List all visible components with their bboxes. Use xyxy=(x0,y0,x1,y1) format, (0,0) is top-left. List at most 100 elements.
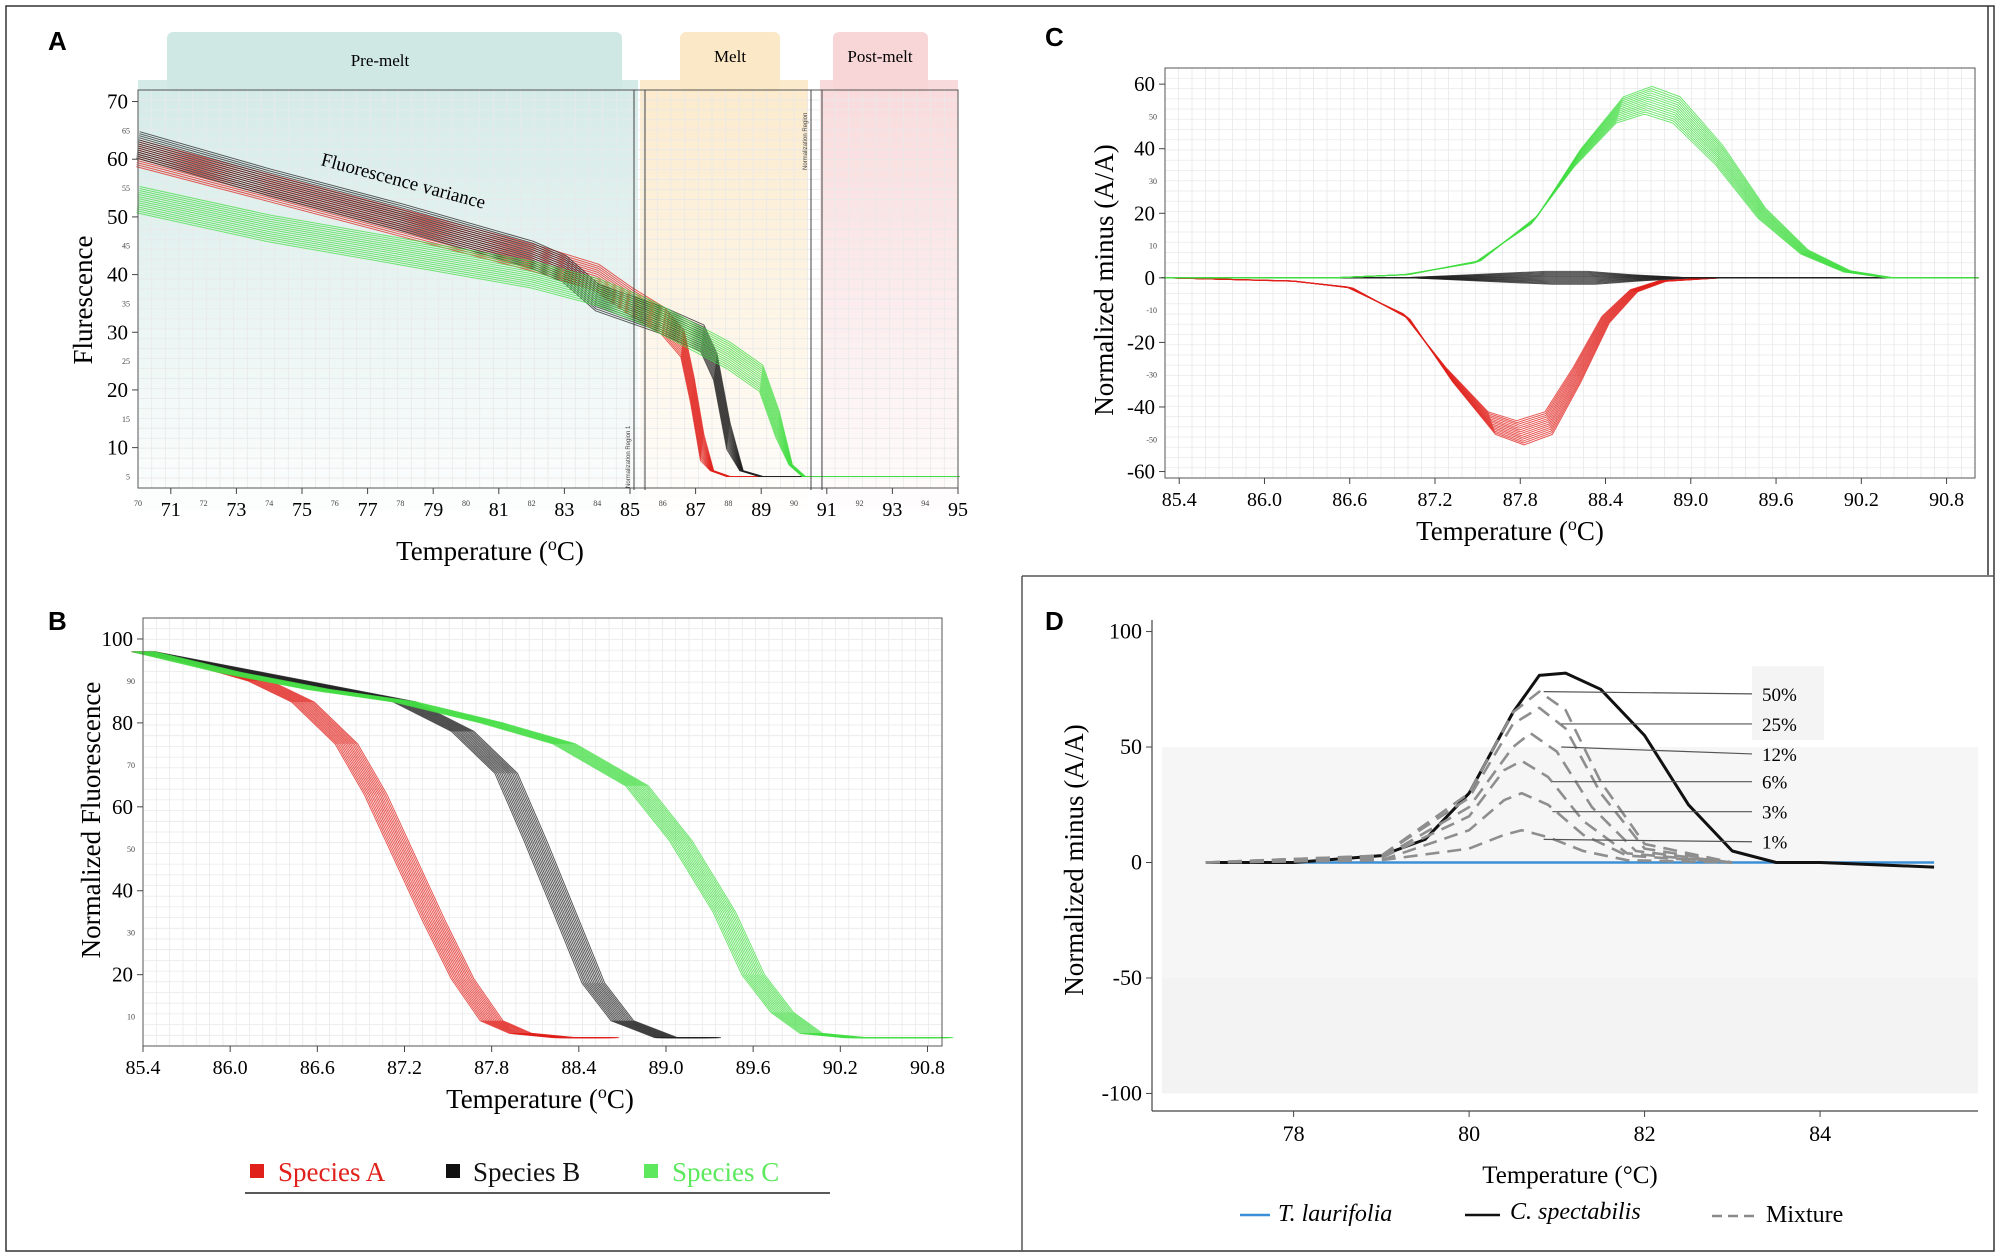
b-series-species-a-rep7 xyxy=(143,651,609,1039)
d-xtick-label-80: 80 xyxy=(1458,1121,1480,1146)
b-series-species-c-rep11 xyxy=(150,651,950,1039)
legend-c-spectabilis: C. spectabilis xyxy=(1510,1199,1641,1225)
a-xtick-minor-82: 82 xyxy=(528,499,536,508)
c-xtick-label-90-2: 90.2 xyxy=(1844,489,1879,511)
panel-b-plot: 85.4 86.0 86.6 87.2 87.8 88.4 89.0 89.6 90.2 90.8… xyxy=(102,617,954,1079)
c-series-species-c-rep0 xyxy=(1161,113,1972,279)
a-ytick-label-50: 50 xyxy=(107,205,128,229)
norm-region1-label: Normalization Region 1 xyxy=(626,425,632,488)
panel-d-letter: D xyxy=(1045,606,1064,636)
b-degree: o xyxy=(598,1082,607,1102)
d-annotation-bg xyxy=(1752,666,1824,741)
a-ytick-minor-45: 45 xyxy=(122,242,130,251)
svg-text:Temperature (oC): Temperature (oC) xyxy=(396,534,584,566)
b-series-species-a-rep1 xyxy=(133,651,599,1039)
a-xtick-label-81: 81 xyxy=(489,499,509,521)
panel-a-plot: 71 73 75 77 79 81 83 85 87 89 91 93 95 70 72 74 76 78 80 82… xyxy=(107,89,968,521)
b-xtick-label-85-4: 85.4 xyxy=(126,1057,161,1079)
a-degree: o xyxy=(548,534,557,554)
d-band-top xyxy=(1162,631,1978,748)
c-ytick-minor--50: -50 xyxy=(1146,435,1157,444)
panel-c-plot: 85.4 86.0 86.6 87.2 87.8 88.4 89.0 89.6 90.2 90.8… xyxy=(1127,67,1979,511)
b-xlabel-text: Temperature xyxy=(446,1084,582,1114)
a-xtick-minor-80: 80 xyxy=(462,499,470,508)
legend-species-c-swatch xyxy=(644,1164,658,1178)
c-ytick-minor-30: 30 xyxy=(1149,177,1157,186)
c-series-species-a-rep10 xyxy=(1166,277,1977,440)
c-xtick-label-87-2: 87.2 xyxy=(1418,489,1453,511)
b-xtick-label-87-8: 87.8 xyxy=(474,1057,509,1079)
a-ytick-label-70: 70 xyxy=(107,90,128,114)
a-ytick-minor-55: 55 xyxy=(122,184,130,193)
c-series-species-a-rep8 xyxy=(1165,277,1976,437)
b-series-species-a-rep4 xyxy=(138,651,604,1039)
svg-text:Temperature (oC): Temperature (oC) xyxy=(446,1082,634,1114)
norm-region2-label: Normalization Region xyxy=(803,113,809,170)
c-xtick-label-87-8: 87.8 xyxy=(1503,489,1538,511)
postmelt-label: Post-melt xyxy=(847,47,912,66)
b-series-species-a-rep8 xyxy=(145,651,611,1039)
a-xtick-label-83: 83 xyxy=(554,499,574,521)
d-annotation-leader-50 xyxy=(1543,690,1753,695)
a-xtick-label-89: 89 xyxy=(751,499,771,521)
b-series-species-a-rep10 xyxy=(148,651,614,1039)
legend-species-c: Species C xyxy=(672,1157,779,1187)
d-annotation-50: 50% xyxy=(1762,685,1797,706)
c-series-species-c-rep12 xyxy=(1168,88,1979,279)
a-xtick-label-71: 71 xyxy=(161,499,181,521)
a-ytick-minor-65: 65 xyxy=(122,126,130,135)
d-annotation-1: 1% xyxy=(1762,833,1788,854)
melt-label: Melt xyxy=(714,47,746,66)
d-annotation-leader-1 xyxy=(1543,838,1753,843)
d-annotation-3: 3% xyxy=(1762,803,1788,824)
legend-species-b: Species B xyxy=(473,1157,580,1187)
postmelt-tab xyxy=(833,32,928,92)
a-xtick-minor-84: 84 xyxy=(593,499,601,508)
c-ytick-minor--10: -10 xyxy=(1146,306,1157,315)
c-xtick-label-85-4: 85.4 xyxy=(1162,489,1197,511)
a-plot-frame xyxy=(137,89,959,489)
c-xtick-label-86-6: 86.6 xyxy=(1332,489,1367,511)
b-ytick-minor-30: 30 xyxy=(127,929,135,938)
d-annotation-12: 12% xyxy=(1762,745,1797,766)
premelt-label: Pre-melt xyxy=(351,51,410,70)
a-series-species-c-rep13 xyxy=(139,186,960,477)
c-series-species-a-rep12 xyxy=(1168,277,1979,444)
d-series-mixture-12 xyxy=(1205,731,1733,864)
c-series-species-c-rep9 xyxy=(1166,94,1977,279)
c-ytick-label--20: -20 xyxy=(1127,330,1155,354)
c-series-species-c-rep13 xyxy=(1168,85,1979,279)
b-series-species-c-rep12 xyxy=(152,651,952,1039)
legend-species-a-swatch xyxy=(250,1164,264,1178)
a-xtick-minor-94: 94 xyxy=(921,499,929,508)
legend-b: Species A Species B Species C xyxy=(245,1157,830,1194)
a-xtick-label-77: 77 xyxy=(358,499,378,521)
b-xtick-label-86-6: 86.6 xyxy=(300,1057,335,1079)
c-series-species-c-rep8 xyxy=(1165,96,1976,279)
b-ytick-minor-90: 90 xyxy=(127,677,135,686)
panel-a-letter: A xyxy=(48,26,67,56)
a-xtick-minor-74: 74 xyxy=(265,499,273,508)
a-xtick-label-75: 75 xyxy=(292,499,312,521)
d-band-bottom xyxy=(1162,977,1978,1094)
d-xtick-label-82: 82 xyxy=(1634,1121,1656,1146)
premelt-band xyxy=(138,80,638,510)
b-ytick-label-60: 60 xyxy=(112,795,133,819)
b-ytick-label-20: 20 xyxy=(112,963,133,987)
a-xtick-minor-70: 70 xyxy=(134,499,142,508)
c-series-species-c-rep4 xyxy=(1163,105,1974,279)
b-ytick-minor-10: 10 xyxy=(127,1013,135,1022)
c-series-species-c-rep10 xyxy=(1167,92,1977,279)
c-ytick-label-20: 20 xyxy=(1134,201,1155,225)
b-series-species-c-rep13 xyxy=(154,651,954,1039)
c-xlabel-text: Temperature xyxy=(1416,516,1552,546)
b-ytick-label-40: 40 xyxy=(112,879,133,903)
d-ytick-label-50: 50 xyxy=(1120,734,1142,759)
b-series-species-a-rep13 xyxy=(154,651,620,1039)
d-series-mixture-25 xyxy=(1205,706,1733,864)
d-series-mixture-6 xyxy=(1205,759,1733,864)
c-series-species-c-rep11 xyxy=(1167,90,1978,279)
b-xtick-label-86-0: 86.0 xyxy=(213,1057,248,1079)
c-ytick-minor--30: -30 xyxy=(1146,371,1157,380)
